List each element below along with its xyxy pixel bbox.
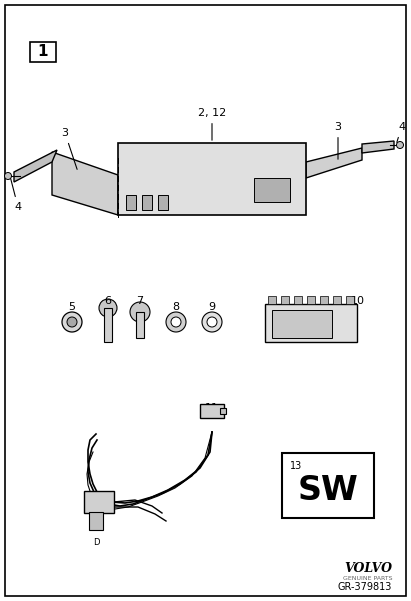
Bar: [307, 296, 315, 304]
Text: SW: SW: [298, 474, 358, 507]
Bar: [220, 408, 226, 414]
Polygon shape: [362, 141, 394, 153]
Bar: [268, 296, 276, 304]
Bar: [200, 404, 224, 418]
Circle shape: [166, 312, 186, 332]
Circle shape: [130, 302, 150, 322]
Text: 10: 10: [351, 296, 365, 306]
Bar: [142, 195, 152, 210]
Bar: [30, 42, 56, 62]
Text: 3: 3: [335, 122, 342, 159]
Bar: [118, 143, 306, 215]
Bar: [281, 296, 289, 304]
Bar: [282, 453, 374, 518]
Circle shape: [397, 141, 404, 148]
Text: 4: 4: [397, 122, 405, 142]
Circle shape: [5, 172, 12, 180]
Bar: [158, 195, 168, 210]
Bar: [136, 312, 144, 338]
Bar: [333, 296, 341, 304]
Text: 11: 11: [205, 403, 219, 413]
Text: 5: 5: [69, 302, 76, 312]
Text: VOLVO: VOLVO: [344, 561, 392, 575]
Circle shape: [67, 317, 77, 327]
Text: D: D: [93, 538, 99, 547]
Circle shape: [62, 312, 82, 332]
Circle shape: [207, 317, 217, 327]
Bar: [104, 308, 112, 342]
Bar: [346, 296, 354, 304]
Bar: [320, 296, 328, 304]
Circle shape: [99, 299, 117, 317]
Bar: [84, 491, 114, 513]
Text: 1: 1: [38, 44, 48, 59]
Text: 9: 9: [208, 302, 215, 312]
Text: GR-379813: GR-379813: [337, 582, 392, 592]
Text: GENUINE PARTS: GENUINE PARTS: [342, 576, 392, 581]
Text: 8: 8: [173, 302, 180, 312]
Polygon shape: [52, 152, 118, 215]
Text: 7: 7: [136, 296, 143, 306]
Bar: [265, 304, 357, 342]
Bar: [272, 310, 332, 338]
Text: 6: 6: [104, 296, 111, 306]
Text: 4: 4: [11, 178, 21, 212]
Text: 2, 12: 2, 12: [198, 108, 226, 140]
Circle shape: [202, 312, 222, 332]
Bar: [294, 296, 302, 304]
Bar: [89, 512, 103, 530]
Polygon shape: [306, 148, 362, 178]
Bar: [126, 195, 136, 210]
Text: 3: 3: [62, 128, 77, 169]
Text: 13: 13: [290, 461, 302, 471]
Bar: [254, 178, 290, 202]
Polygon shape: [14, 150, 57, 182]
Circle shape: [171, 317, 181, 327]
